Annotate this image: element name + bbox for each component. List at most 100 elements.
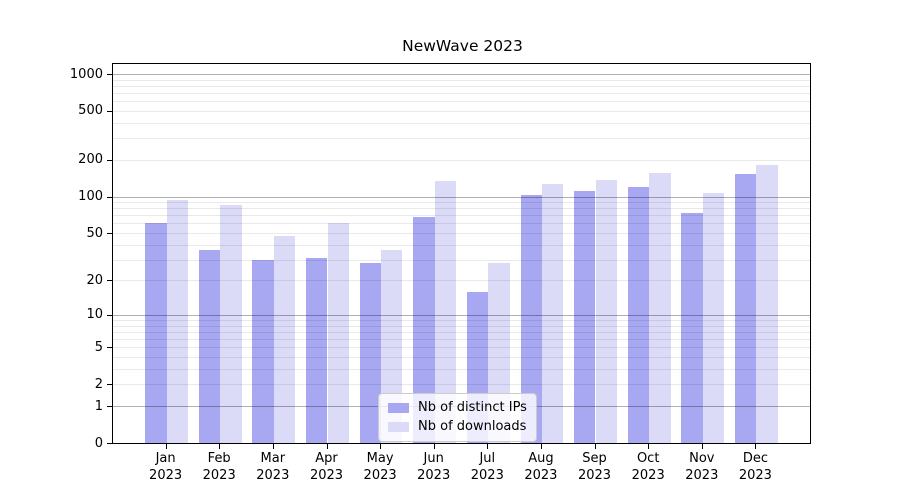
y-tick-mark-10	[107, 314, 112, 316]
minor-gridline-30	[113, 259, 810, 261]
chart-title: NewWave 2023	[402, 37, 523, 55]
bar-ips-nov	[681, 213, 703, 443]
legend: Nb of distinct IPs Nb of downloads	[378, 393, 537, 442]
minor-gridline-8	[113, 325, 810, 327]
plot-area	[112, 63, 811, 444]
minor-gridline-2	[113, 384, 810, 386]
bar-downloads-oct	[649, 172, 671, 443]
minor-gridline-800	[113, 85, 810, 87]
x-tick-mark-feb	[219, 444, 221, 449]
legend-patch-downloads	[388, 421, 409, 433]
minor-gridline-50	[113, 233, 810, 234]
y-tick-mark-50	[107, 233, 112, 234]
minor-gridline-9	[113, 320, 810, 321]
y-tick-label-500: 500	[78, 103, 103, 119]
minor-gridline-200	[113, 159, 810, 161]
y-tick-label-1000: 1000	[69, 66, 103, 82]
minor-gridline-40	[113, 244, 810, 246]
bar-downloads-sep	[595, 180, 617, 443]
minor-gridline-600	[113, 101, 810, 103]
x-tick-label-feb: Feb 2023	[202, 451, 236, 483]
y-tick-label-10: 10	[86, 307, 103, 323]
x-tick-label-apr: Apr 2023	[309, 451, 344, 483]
y-tick-mark-0	[107, 443, 112, 444]
bar-downloads-dec	[756, 165, 778, 443]
bar-downloads-jun	[434, 181, 457, 443]
minor-gridline-700	[113, 93, 810, 94]
y-tick-label-5: 5	[94, 339, 103, 355]
bar-ips-jun	[413, 216, 435, 443]
plot-inner	[113, 64, 810, 443]
bar-downloads-mar	[273, 236, 296, 443]
minor-gridline-900	[113, 79, 810, 81]
bar-downloads-jan	[166, 199, 188, 443]
minor-gridline-20	[113, 280, 810, 282]
minor-gridline-60	[113, 223, 810, 225]
y-tick-label-1: 1	[94, 398, 103, 414]
bar-ips-jan	[145, 223, 167, 443]
y-tick-mark-1	[107, 406, 112, 407]
x-tick-label-jun: Jun 2023	[417, 451, 451, 483]
minor-gridline-90	[113, 202, 810, 203]
minor-gridline-70	[113, 215, 810, 217]
minor-gridline-4	[113, 357, 810, 358]
bar-ips-sep	[574, 190, 596, 443]
x-tick-mark-dec	[755, 444, 757, 449]
x-tick-label-dec: Dec 2023	[738, 451, 772, 483]
bar-ips-dec	[734, 174, 757, 443]
bar-downloads-aug	[541, 183, 564, 443]
minor-gridline-400	[113, 122, 810, 124]
y-tick-mark-2	[107, 384, 112, 386]
y-tick-label-200: 200	[78, 152, 103, 168]
x-tick-mark-aug	[540, 444, 542, 449]
minor-gridline-300	[113, 138, 810, 140]
x-tick-mark-oct	[648, 444, 650, 449]
x-tick-label-oct: Oct 2023	[631, 451, 665, 483]
x-tick-mark-nov	[701, 444, 703, 449]
x-tick-mark-may	[380, 444, 382, 449]
minor-gridline-80	[113, 208, 810, 210]
bar-downloads-feb	[220, 205, 242, 443]
x-tick-mark-jul	[487, 444, 489, 449]
y-tick-mark-500	[107, 110, 112, 112]
x-tick-label-jul: Jul 2023	[470, 451, 504, 483]
bar-ips-apr	[306, 257, 328, 443]
legend-label-downloads: Nb of downloads	[418, 419, 527, 434]
x-tick-mark-mar	[272, 444, 274, 449]
minor-gridline-3	[113, 368, 810, 370]
x-tick-mark-jun	[433, 444, 435, 449]
y-tick-mark-5	[107, 347, 112, 349]
y-tick-mark-1000	[107, 74, 112, 75]
major-gridline-100	[113, 196, 810, 198]
x-tick-mark-jan	[165, 444, 167, 449]
bar-ips-aug	[520, 195, 542, 443]
y-tick-mark-100	[107, 196, 112, 198]
bar-downloads-apr	[327, 223, 349, 443]
bar-ips-feb	[198, 250, 221, 443]
x-tick-label-aug: Aug 2023	[524, 451, 558, 483]
bar-ips-oct	[627, 186, 650, 443]
x-tick-label-nov: Nov 2023	[685, 451, 719, 483]
y-tick-label-100: 100	[78, 189, 103, 204]
legend-row-downloads: Nb of downloads	[388, 420, 527, 434]
y-tick-label-50: 50	[86, 225, 103, 241]
minor-gridline-6	[113, 339, 810, 341]
x-tick-label-may: May 2023	[363, 451, 397, 483]
x-tick-label-mar: Mar 2023	[256, 451, 290, 483]
y-tick-label-20: 20	[86, 272, 103, 288]
minor-gridline-7	[113, 331, 810, 333]
x-tick-mark-apr	[326, 444, 328, 449]
bar-downloads-nov	[702, 192, 725, 443]
y-tick-label-0: 0	[94, 435, 103, 451]
y-tick-label-2: 2	[94, 376, 103, 392]
major-gridline-10	[113, 314, 810, 316]
bar-ips-mar	[252, 259, 274, 443]
y-tick-mark-20	[107, 280, 112, 282]
x-tick-label-jan: Jan 2023	[149, 451, 183, 483]
x-tick-mark-sep	[594, 444, 596, 449]
legend-patch-ips	[388, 402, 409, 414]
legend-row-ips: Nb of distinct IPs	[388, 401, 527, 415]
legend-label-ips: Nb of distinct IPs	[418, 400, 527, 415]
major-gridline-1000	[113, 74, 810, 75]
